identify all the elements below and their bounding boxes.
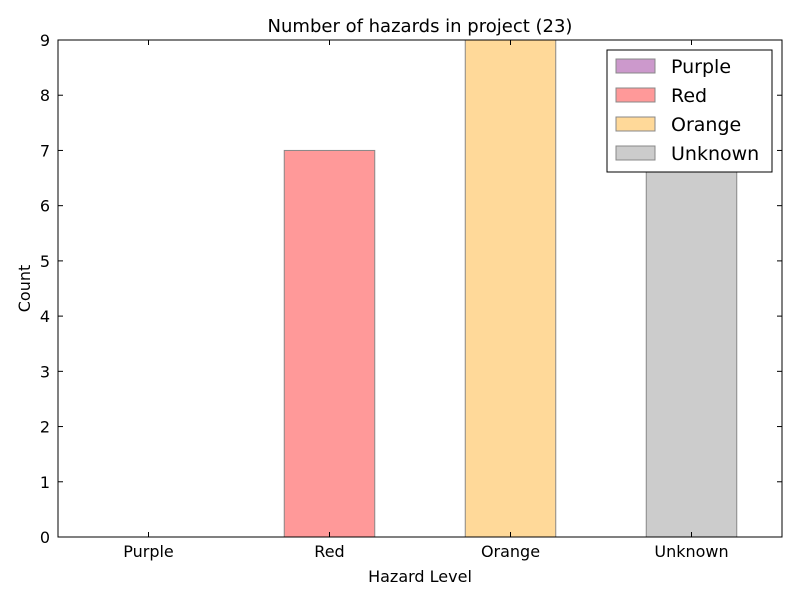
- legend-label: Unknown: [671, 143, 759, 165]
- y-tick-label: 4: [40, 307, 50, 326]
- y-tick-label: 7: [40, 141, 50, 160]
- legend-swatch: [615, 87, 656, 103]
- legend-label: Purple: [671, 56, 731, 78]
- y-tick-label: 8: [40, 86, 50, 105]
- ticks-group: Purple Red Orange Unknown 0 1 2 3 4 5 6 7 8 9: [40, 31, 782, 561]
- y-tick-label: 5: [40, 252, 50, 271]
- legend: Purple Red Orange Unknown: [606, 49, 773, 173]
- plot-frame: [57, 39, 783, 538]
- y-tick-label: 9: [40, 31, 50, 50]
- legend-label: Red: [671, 85, 707, 107]
- legend-swatch: [615, 116, 656, 132]
- legend-swatch: [615, 145, 656, 161]
- chart-title: Number of hazards in project (23): [268, 16, 573, 37]
- x-axis-label: Hazard Level: [368, 567, 472, 586]
- x-tick-label: Red: [314, 542, 344, 561]
- x-tick-label: Purple: [123, 542, 174, 561]
- bars-group: [283, 39, 738, 538]
- y-tick-label: 2: [40, 418, 50, 437]
- bar-red: [283, 149, 376, 538]
- y-tick-label: 6: [40, 197, 50, 216]
- y-tick-label: 0: [40, 528, 50, 547]
- bar-orange: [464, 39, 557, 538]
- y-tick-label: 1: [40, 473, 50, 492]
- legend-label: Orange: [671, 114, 741, 136]
- x-tick-label: Orange: [481, 542, 540, 561]
- legend-swatch: [615, 58, 656, 74]
- x-tick-label: Unknown: [654, 542, 728, 561]
- y-axis-label: Count: [15, 265, 34, 313]
- y-tick-label: 3: [40, 362, 50, 381]
- bar-unknown: [645, 149, 738, 538]
